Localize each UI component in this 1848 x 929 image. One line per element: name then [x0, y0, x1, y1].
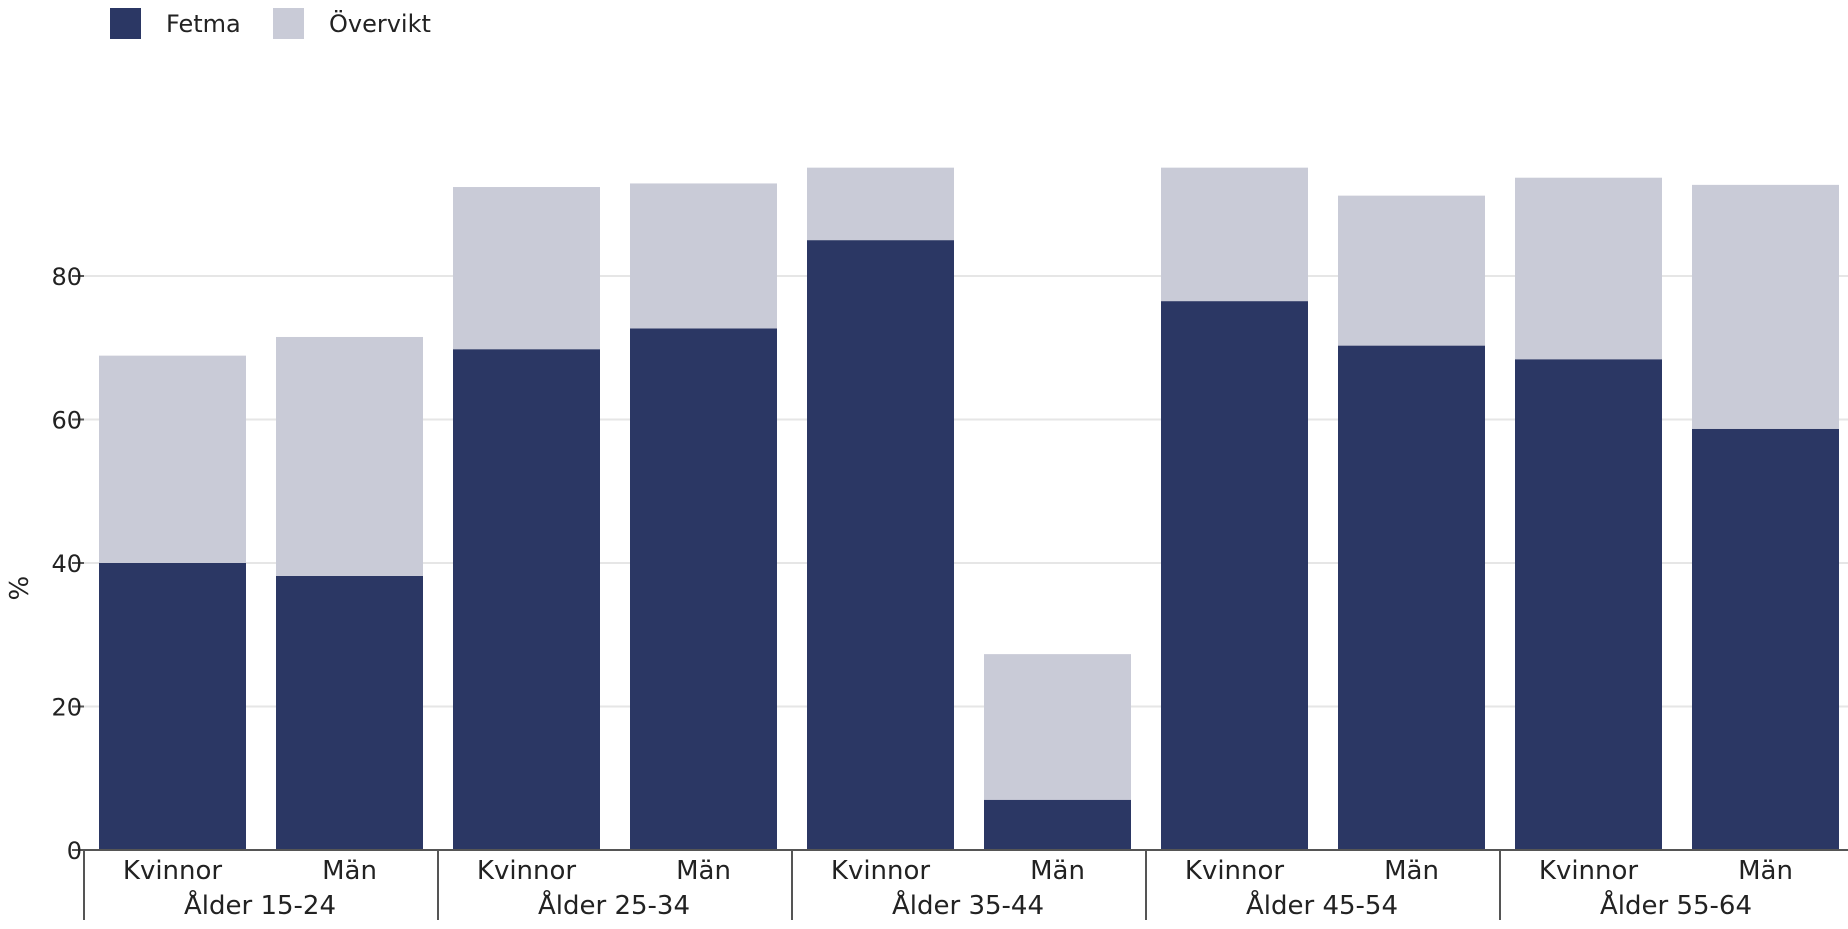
category-label: Män: [322, 856, 377, 886]
category-label: Kvinnor: [1185, 856, 1285, 886]
bar-fetma-4-0: [1515, 359, 1662, 850]
category-label: Kvinnor: [477, 856, 577, 886]
bar--vervikt-4-0: [1515, 177, 1662, 360]
category-label: Kvinnor: [1539, 856, 1639, 886]
bars: [99, 167, 1839, 850]
bar-fetma-0-0: [99, 563, 246, 850]
y-tick-label: 0: [67, 837, 82, 865]
bar-fetma-3-0: [1161, 301, 1308, 850]
bar--vervikt-1-0: [453, 187, 600, 350]
bar--vervikt-0-0: [99, 355, 246, 563]
bar-fetma-2-1: [984, 799, 1131, 850]
group-label: Ålder 15-24: [184, 889, 336, 921]
category-label: Kvinnor: [831, 856, 931, 886]
y-tick-label: 40: [51, 550, 82, 578]
bar--vervikt-1-1: [630, 183, 777, 329]
legend-label: Fetma: [166, 10, 241, 38]
y-axis: 0 20 40 60 80: [51, 263, 84, 865]
bar--vervikt-3-0: [1161, 167, 1308, 302]
y-tick-label: 80: [51, 263, 82, 291]
legend-swatch: [110, 8, 141, 39]
category-label: Män: [1030, 856, 1085, 886]
y-tick-label: 60: [51, 407, 82, 435]
group-label: Ålder 55-64: [1600, 889, 1752, 921]
group-label: Ålder 25-34: [538, 889, 690, 921]
bar--vervikt-2-1: [984, 654, 1131, 800]
bar-fetma-0-1: [276, 575, 423, 850]
bar-fetma-3-1: [1338, 345, 1485, 850]
bar--vervikt-4-1: [1692, 184, 1839, 429]
bar-fetma-4-1: [1692, 428, 1839, 850]
bar-fetma-1-0: [453, 349, 600, 850]
legend: Fetma Övervikt: [110, 8, 431, 39]
category-label: Kvinnor: [123, 856, 223, 886]
bar--vervikt-2-0: [807, 167, 954, 241]
y-tick-label: 20: [51, 694, 82, 722]
bar-fetma-1-1: [630, 328, 777, 850]
legend-swatch: [273, 8, 304, 39]
legend-label: Övervikt: [329, 9, 431, 38]
category-label: Män: [676, 856, 731, 886]
group-label: Ålder 45-54: [1246, 889, 1398, 921]
bar-fetma-2-0: [807, 240, 954, 850]
bar--vervikt-3-1: [1338, 195, 1485, 346]
group-label: Ålder 35-44: [892, 889, 1044, 921]
y-axis-title: %: [5, 576, 35, 601]
bar--vervikt-0-1: [276, 336, 423, 576]
category-label: Män: [1384, 856, 1439, 886]
category-label: Män: [1738, 856, 1793, 886]
